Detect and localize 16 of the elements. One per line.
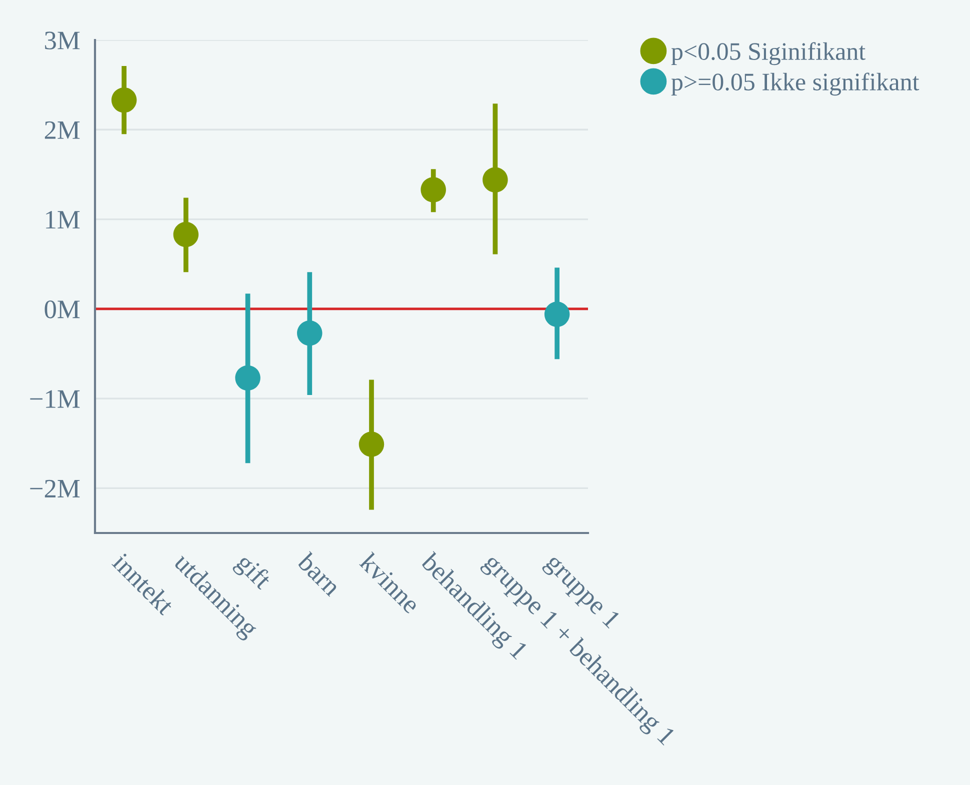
- point: [358, 432, 384, 457]
- point: [297, 320, 322, 346]
- legend-label: p<0.05 Siginifikant: [671, 42, 866, 66]
- y-tick-label: 0M: [44, 300, 80, 318]
- point: [544, 302, 570, 327]
- y-tick-label: −2M: [30, 480, 80, 498]
- point: [420, 177, 446, 202]
- y-tick-label: 1M: [46, 211, 80, 228]
- point: [482, 167, 508, 192]
- point: [235, 365, 260, 391]
- point: [173, 222, 199, 248]
- y-tick-label: 2M: [44, 121, 80, 139]
- point: [111, 87, 137, 113]
- y-tick-label: 3M: [45, 32, 80, 50]
- y-tick-label: −1M: [30, 390, 80, 408]
- legend-label: p>=0.05 Ikke signifikant: [671, 72, 920, 96]
